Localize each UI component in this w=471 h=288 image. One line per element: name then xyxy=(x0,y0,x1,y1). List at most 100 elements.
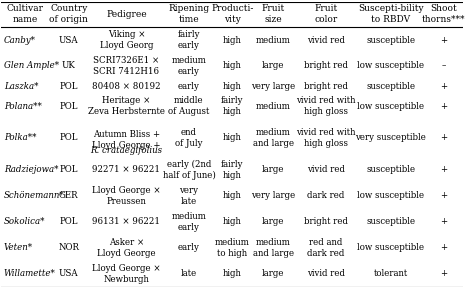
Text: high: high xyxy=(223,269,242,278)
Text: SCRI7326E1 ×
SCRI 7412H16: SCRI7326E1 × SCRI 7412H16 xyxy=(93,56,160,76)
Text: high: high xyxy=(223,82,242,91)
Text: medium: medium xyxy=(256,35,291,45)
Text: Suscepti-bility
to RBDV: Suscepti-bility to RBDV xyxy=(358,4,424,24)
Text: POL: POL xyxy=(59,82,78,91)
Text: +: + xyxy=(440,191,447,200)
Text: fairly
high: fairly high xyxy=(221,160,244,180)
Text: USA: USA xyxy=(59,269,79,278)
Text: Schönemann*: Schönemann* xyxy=(4,191,65,200)
Text: –: – xyxy=(442,61,446,71)
Text: medium
and large: medium and large xyxy=(252,238,294,258)
Text: early (2nd
half of June): early (2nd half of June) xyxy=(162,160,215,180)
Text: bright red: bright red xyxy=(304,82,348,91)
Text: +: + xyxy=(440,82,447,91)
Text: 92271 × 96221: 92271 × 96221 xyxy=(92,165,161,174)
Text: very
late: very late xyxy=(179,186,198,206)
Text: high: high xyxy=(223,35,242,45)
Text: +: + xyxy=(440,217,447,226)
Text: Fruit
size: Fruit size xyxy=(261,4,285,24)
Text: late: late xyxy=(181,269,197,278)
Text: Polka**: Polka** xyxy=(4,134,36,143)
Text: Shoot
thorns***: Shoot thorns*** xyxy=(422,4,466,24)
Text: Lloyd George ×
Preussen: Lloyd George × Preussen xyxy=(92,186,161,206)
Text: fairly
early: fairly early xyxy=(178,30,200,50)
Text: 96131 × 96221: 96131 × 96221 xyxy=(92,217,161,226)
Text: vivid red with
high gloss: vivid red with high gloss xyxy=(296,96,356,116)
Text: vivid red with
high gloss: vivid red with high gloss xyxy=(296,128,356,148)
Text: +: + xyxy=(440,269,447,278)
Text: bright red: bright red xyxy=(304,217,348,226)
Text: R. crataegifolius: R. crataegifolius xyxy=(90,146,162,156)
Text: high: high xyxy=(223,217,242,226)
Text: medium
to high: medium to high xyxy=(215,238,250,258)
Text: Heritage ×
Zeva Herbsternte: Heritage × Zeva Herbsternte xyxy=(88,96,165,116)
Text: Laszka*: Laszka* xyxy=(4,82,38,91)
Text: fairly
high: fairly high xyxy=(221,96,244,116)
Text: early: early xyxy=(178,243,200,252)
Text: high: high xyxy=(223,191,242,200)
Text: large: large xyxy=(262,217,284,226)
Text: Producti-
vity: Producti- vity xyxy=(211,4,253,24)
Text: dark red: dark red xyxy=(307,191,345,200)
Text: low susceptible: low susceptible xyxy=(357,243,424,252)
Text: Pedigree: Pedigree xyxy=(106,10,147,19)
Text: Ripening
time: Ripening time xyxy=(169,4,210,24)
Text: Cultivar
name: Cultivar name xyxy=(7,4,44,24)
Text: red and
dark red: red and dark red xyxy=(307,238,345,258)
Text: +: + xyxy=(440,243,447,252)
Text: susceptible: susceptible xyxy=(366,35,415,45)
Text: Willamette*: Willamette* xyxy=(4,269,56,278)
Text: Viking ×
Lloyd Georg: Viking × Lloyd Georg xyxy=(100,30,153,50)
Text: low susceptible: low susceptible xyxy=(357,61,424,71)
Text: very large: very large xyxy=(251,82,295,91)
Text: Glen Ample*: Glen Ample* xyxy=(4,61,59,71)
Text: low susceptible: low susceptible xyxy=(357,102,424,111)
Text: medium
early: medium early xyxy=(171,56,206,76)
Text: Radziejowa*: Radziejowa* xyxy=(4,165,58,174)
Text: very large: very large xyxy=(251,191,295,200)
Text: large: large xyxy=(262,61,284,71)
Text: +: + xyxy=(440,165,447,174)
Text: high: high xyxy=(223,134,242,143)
Text: vivid red: vivid red xyxy=(307,35,345,45)
Text: medium
and large: medium and large xyxy=(252,128,294,148)
Text: early: early xyxy=(178,82,200,91)
Text: Fruit
color: Fruit color xyxy=(314,4,338,24)
Text: POL: POL xyxy=(59,102,78,111)
Text: very susceptible: very susceptible xyxy=(356,134,426,143)
Text: susceptible: susceptible xyxy=(366,165,415,174)
Text: large: large xyxy=(262,165,284,174)
Text: susceptible: susceptible xyxy=(366,217,415,226)
Text: Canby*: Canby* xyxy=(4,35,36,45)
Text: 80408 × 80192: 80408 × 80192 xyxy=(92,82,161,91)
Text: Veten*: Veten* xyxy=(4,243,33,252)
Text: middle
of August: middle of August xyxy=(168,96,210,116)
Text: large: large xyxy=(262,269,284,278)
Text: medium: medium xyxy=(256,102,291,111)
Text: high: high xyxy=(223,61,242,71)
Text: bright red: bright red xyxy=(304,61,348,71)
Text: Polana**: Polana** xyxy=(4,102,41,111)
Text: +: + xyxy=(440,35,447,45)
Text: vivid red: vivid red xyxy=(307,165,345,174)
Text: Sokolica*: Sokolica* xyxy=(4,217,45,226)
Text: +: + xyxy=(440,134,447,143)
Text: GER: GER xyxy=(59,191,79,200)
Text: +: + xyxy=(440,102,447,111)
Text: low susceptible: low susceptible xyxy=(357,191,424,200)
Text: POL: POL xyxy=(59,134,78,143)
Text: NOR: NOR xyxy=(58,243,79,252)
Text: POL: POL xyxy=(59,165,78,174)
Text: medium
early: medium early xyxy=(171,212,206,232)
Text: POL: POL xyxy=(59,217,78,226)
Text: Asker ×
Lloyd George: Asker × Lloyd George xyxy=(97,238,156,258)
Text: Country
of origin: Country of origin xyxy=(49,4,88,24)
Text: Autumn Bliss +
Lloyd George +: Autumn Bliss + Lloyd George + xyxy=(92,130,161,150)
Text: USA: USA xyxy=(59,35,79,45)
Text: Lloyd George ×
Newburgh: Lloyd George × Newburgh xyxy=(92,264,161,284)
Text: tolerant: tolerant xyxy=(374,269,408,278)
Text: vivid red: vivid red xyxy=(307,269,345,278)
Text: susceptible: susceptible xyxy=(366,82,415,91)
Text: UK: UK xyxy=(62,61,76,71)
Text: end
of July: end of July xyxy=(175,128,203,148)
